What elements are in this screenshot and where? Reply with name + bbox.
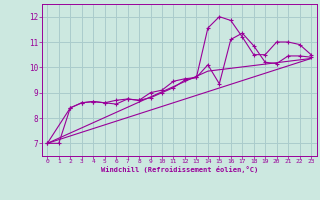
X-axis label: Windchill (Refroidissement éolien,°C): Windchill (Refroidissement éolien,°C) bbox=[100, 166, 258, 173]
